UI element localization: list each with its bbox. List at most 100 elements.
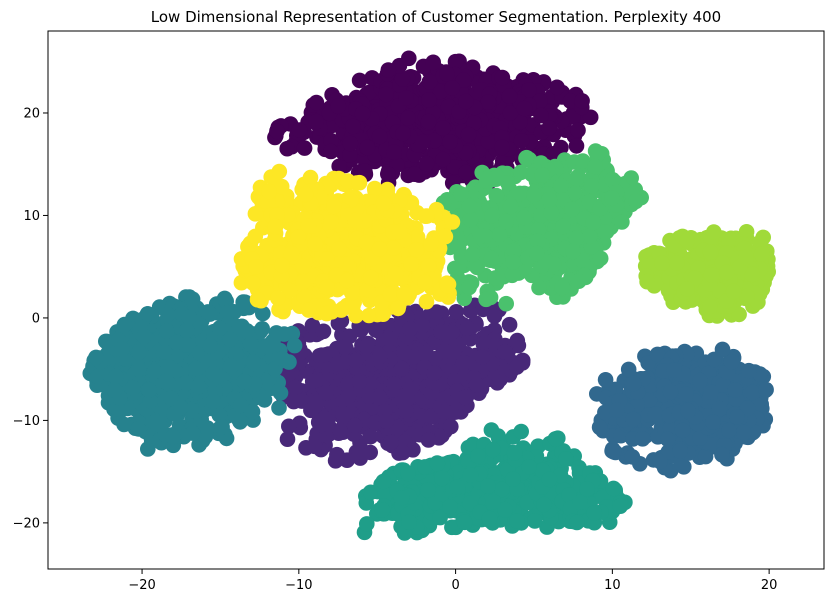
data-point [718,264,735,281]
data-point [442,499,458,515]
data-point [245,275,261,291]
data-point [377,486,394,503]
data-point [390,300,406,317]
data-point [511,355,528,372]
data-point [256,392,273,408]
data-point [481,510,498,527]
data-point [326,198,342,215]
data-point [285,393,302,410]
data-point [509,332,526,349]
data-point [504,266,521,283]
data-point [400,110,416,126]
data-point [396,344,413,361]
data-point [147,414,163,431]
data-point [363,269,379,286]
data-point [458,93,474,110]
data-point [562,93,579,109]
data-point [674,422,691,439]
data-point [587,158,603,175]
chart-title: Low Dimensional Representation of Custom… [151,8,721,26]
data-point [439,66,455,82]
data-point [371,389,388,406]
data-point [375,306,391,323]
data-point [558,451,574,467]
data-point [432,509,448,526]
data-point [391,223,408,240]
x-tick-label: 10 [604,578,621,593]
data-point [366,180,383,197]
data-point [286,337,303,354]
data-point [509,513,525,529]
data-point [418,155,435,172]
data-point [620,361,637,378]
data-point [302,169,319,186]
data-point [725,283,742,300]
data-point [106,382,123,398]
data-point [715,377,731,393]
data-point [589,147,605,163]
data-point [342,135,359,152]
data-point [491,226,508,243]
data-point [359,139,376,156]
data-point [131,344,147,361]
data-point [478,170,495,187]
data-point [703,384,719,401]
data-point [313,347,330,364]
data-point [647,406,664,423]
data-point [439,278,456,294]
data-point [480,133,497,150]
data-point [395,444,411,461]
data-point [359,516,375,532]
data-point [267,218,284,235]
data-point [345,118,361,135]
data-point [387,265,404,282]
data-point [472,228,489,244]
data-point [739,400,756,416]
data-point [331,158,348,175]
data-point [163,390,179,407]
data-point [570,273,587,290]
data-point [497,501,513,518]
data-point [443,418,459,435]
data-point [529,233,546,249]
data-point [592,250,609,267]
data-point [462,211,479,228]
data-point [464,246,481,263]
data-point [436,403,453,420]
data-point [723,354,740,370]
data-point [744,384,761,401]
data-point [184,291,201,308]
data-point [609,402,625,419]
data-point [639,273,655,290]
cluster-blue [589,341,774,479]
data-point [348,352,364,369]
data-point [521,459,537,475]
data-point [447,53,464,70]
data-point [628,193,644,210]
data-point [475,336,492,353]
data-point [506,242,522,259]
data-point [461,198,478,214]
data-point [339,272,355,289]
data-point [270,290,286,306]
data-point [165,429,181,445]
data-point [358,234,375,251]
data-point [516,209,532,226]
data-point [271,400,287,416]
data-point [480,478,496,494]
data-point [380,62,397,78]
data-point [216,290,233,307]
data-point [660,431,676,448]
data-point [235,294,251,310]
data-point [502,105,519,121]
data-point [687,270,703,286]
data-point [205,365,221,382]
data-point [459,320,476,336]
cluster-green-teal [356,422,633,541]
data-point [697,448,714,465]
data-point [223,358,239,374]
data-point [393,490,410,506]
data-point [409,229,426,245]
data-point [565,243,581,260]
data-point [98,333,114,350]
